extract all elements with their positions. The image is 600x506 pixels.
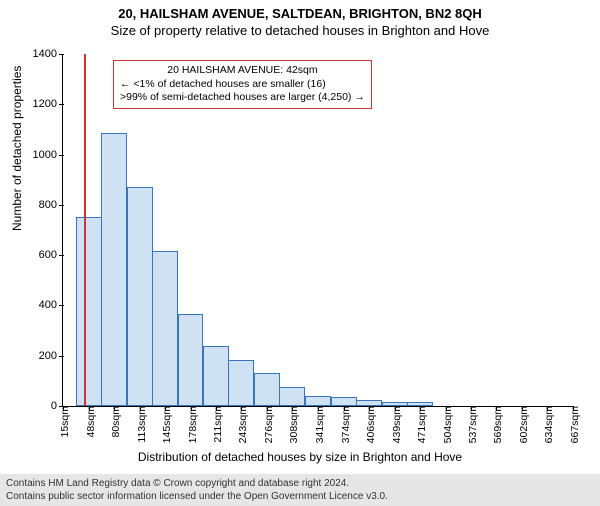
annotation-line1: 20 HAILSHAM AVENUE: 42sqm — [120, 64, 365, 78]
x-tick-mark — [573, 406, 574, 411]
y-tick: 600 — [39, 249, 63, 261]
x-tick-mark — [369, 406, 370, 411]
x-tick-mark — [420, 406, 421, 411]
x-tick: 602sqm — [514, 406, 530, 443]
x-tick-mark — [446, 406, 447, 411]
x-tick-mark — [522, 406, 523, 411]
y-axis-label: Number of detached properties — [10, 66, 24, 231]
histogram-chart: 20 HAILSHAM AVENUE: 42sqm ← <1% of detac… — [62, 54, 573, 407]
histogram-bar — [152, 251, 178, 406]
x-tick: 243sqm — [233, 406, 249, 443]
x-tick-mark — [114, 406, 115, 411]
annotation-callout: 20 HAILSHAM AVENUE: 42sqm ← <1% of detac… — [113, 60, 372, 109]
y-tick: 1400 — [33, 48, 63, 60]
histogram-bar — [331, 397, 357, 406]
x-tick: 471sqm — [412, 406, 428, 443]
x-tick-mark — [318, 406, 319, 411]
x-tick-mark — [292, 406, 293, 411]
footer-line2: Contains public sector information licen… — [6, 490, 594, 503]
x-tick: 145sqm — [157, 406, 173, 443]
x-tick: 634sqm — [539, 406, 555, 443]
histogram-bar — [228, 360, 254, 407]
annotation-line3: >99% of semi-detached houses are larger … — [120, 91, 365, 105]
x-tick: 276sqm — [259, 406, 275, 443]
x-tick-mark — [267, 406, 268, 411]
x-tick-mark — [471, 406, 472, 411]
x-tick-mark — [241, 406, 242, 411]
x-tick: 667sqm — [565, 406, 581, 443]
page-title: 20, HAILSHAM AVENUE, SALTDEAN, BRIGHTON,… — [0, 6, 600, 21]
x-tick: 537sqm — [463, 406, 479, 443]
x-tick-mark — [547, 406, 548, 411]
histogram-bar — [76, 217, 102, 406]
histogram-bar — [127, 187, 153, 406]
footer-attribution: Contains HM Land Registry data © Crown c… — [0, 474, 600, 506]
histogram-bar — [279, 387, 305, 406]
x-tick-mark — [89, 406, 90, 411]
x-tick: 406sqm — [361, 406, 377, 443]
histogram-bar — [254, 373, 280, 406]
annotation-line2: ← <1% of detached houses are smaller (16… — [120, 78, 365, 92]
x-tick-mark — [63, 406, 64, 411]
x-tick-mark — [140, 406, 141, 411]
histogram-bar — [101, 133, 127, 406]
histogram-bar — [203, 346, 229, 406]
property-size-indicator — [84, 54, 86, 406]
x-tick-mark — [191, 406, 192, 411]
footer-line1: Contains HM Land Registry data © Crown c… — [6, 477, 594, 490]
histogram-bar — [178, 314, 204, 406]
page-subtitle: Size of property relative to detached ho… — [0, 23, 600, 38]
x-tick: 341sqm — [310, 406, 326, 443]
x-tick: 374sqm — [336, 406, 352, 443]
x-axis-label: Distribution of detached houses by size … — [0, 450, 600, 464]
histogram-bar — [305, 396, 331, 406]
x-tick: 178sqm — [183, 406, 199, 443]
x-tick: 308sqm — [284, 406, 300, 443]
x-tick: 504sqm — [438, 406, 454, 443]
x-tick: 113sqm — [132, 406, 148, 443]
x-tick-mark — [165, 406, 166, 411]
x-tick: 439sqm — [387, 406, 403, 443]
y-tick: 400 — [39, 299, 63, 311]
x-tick-mark — [344, 406, 345, 411]
x-tick-mark — [216, 406, 217, 411]
x-tick-mark — [496, 406, 497, 411]
y-tick: 1200 — [33, 98, 63, 110]
x-tick: 211sqm — [208, 406, 224, 443]
y-tick: 800 — [39, 199, 63, 211]
x-tick-mark — [395, 406, 396, 411]
x-tick: 569sqm — [488, 406, 504, 443]
y-tick: 1000 — [33, 149, 63, 161]
y-tick: 200 — [39, 350, 63, 362]
